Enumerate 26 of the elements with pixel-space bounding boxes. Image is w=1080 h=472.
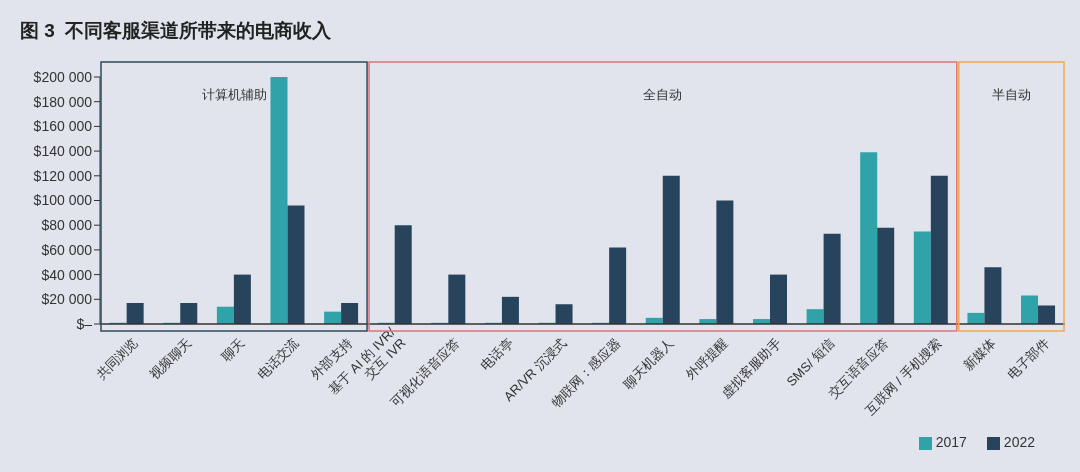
annotation: 半自动 [991, 87, 1031, 102]
y-tick-label: $20 000 [41, 291, 93, 308]
legend-label: 2022 [1003, 434, 1035, 450]
y-tick-label: $40 000 [41, 266, 93, 283]
legend-label: 2017 [935, 434, 967, 450]
y-tick-label: $160 000 [33, 118, 93, 135]
y-tick-label: $60 000 [41, 241, 93, 258]
x-tick-label: 电子部件 [1004, 335, 1052, 383]
x-tick-label: 聊天机器人 [620, 335, 677, 392]
x-tick-label: 共同浏览 [93, 335, 141, 383]
y-tick-label: $120 000 [33, 167, 93, 184]
x-tick-label: 视频聊天 [146, 335, 195, 383]
x-tick-label: 电话交流 [254, 335, 302, 383]
y-tick-label: $140 000 [33, 143, 93, 160]
y-tick-label: $100 000 [33, 192, 93, 209]
x-tick-label: 新媒体 [960, 335, 999, 374]
y-tick-label: $– [76, 315, 93, 332]
y-tick-label: $200 000 [33, 68, 93, 85]
annotation: 全自动 [643, 87, 683, 102]
x-tick-label: 外呼提醒 [682, 335, 731, 383]
x-tick-label: 电话亭 [477, 335, 516, 374]
y-tick-label: $80 000 [41, 217, 93, 234]
annotation: 计算机辅助 [201, 87, 267, 102]
x-tick-label: 聊天 [218, 335, 248, 365]
y-tick-label: $180 000 [33, 93, 93, 110]
chart-title: 图 3 不同客服渠道所带来的电商收入 [20, 19, 332, 43]
